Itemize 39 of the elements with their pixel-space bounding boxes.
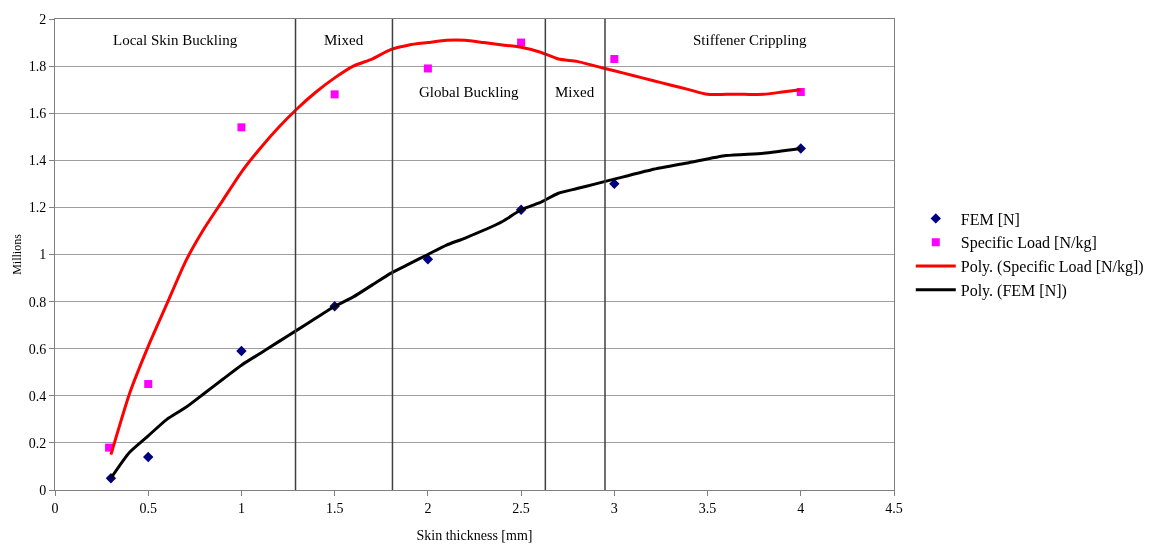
x-tick-label: 2	[424, 500, 432, 516]
y-tick-label: 1	[39, 247, 47, 263]
y-tick-label: 0.8	[28, 294, 47, 310]
y-tick-label: 0.4	[28, 388, 47, 404]
point	[237, 123, 246, 132]
annotation: Mixed	[324, 32, 364, 48]
y-tick-label: 0.6	[28, 341, 47, 357]
y-tick-label: 2	[39, 11, 47, 27]
annotation: Global Buckling	[419, 84, 520, 100]
y-tick-label: 1.6	[28, 106, 47, 122]
x-tick-label: 0	[51, 500, 59, 516]
x-tick-label: 4	[797, 500, 805, 516]
y-tick-label: 1.8	[28, 59, 47, 74]
y-tick-label: 1.2	[28, 200, 47, 216]
annotation: Mixed	[555, 84, 595, 100]
point	[330, 90, 339, 99]
legend-label: FEM [N]	[960, 210, 1020, 228]
y-tick-label: 0	[39, 482, 47, 498]
point	[423, 64, 432, 73]
annotation: Local Skin Buckling	[113, 32, 238, 48]
annotation: Stiffener Crippling	[693, 32, 807, 48]
x-tick-label: 3	[610, 500, 618, 516]
legend-label: Specific Load [N/kg]	[960, 234, 1097, 253]
point	[143, 451, 154, 463]
point	[610, 55, 619, 64]
x-tick-label: 2.5	[512, 500, 530, 516]
legend-label: Poly. (Specific Load [N/kg])	[960, 258, 1144, 277]
x-tick-label: 1.5	[325, 500, 344, 516]
x-tick-label: 3.5	[698, 500, 717, 516]
x-tick-label: 4.5	[885, 500, 903, 516]
x-tick-label: 1	[237, 500, 245, 516]
point	[144, 380, 153, 389]
y-tick-label: 1.4	[28, 153, 47, 169]
y-tick-label: 0.2	[28, 435, 47, 451]
point	[236, 345, 247, 357]
x-axis-title: Skin thickness [mm]	[416, 528, 533, 544]
legend-label: Poly. (FEM [N])	[960, 282, 1067, 301]
x-tick-label: 0.5	[139, 500, 157, 516]
y-axis-title: Millions	[10, 233, 24, 275]
